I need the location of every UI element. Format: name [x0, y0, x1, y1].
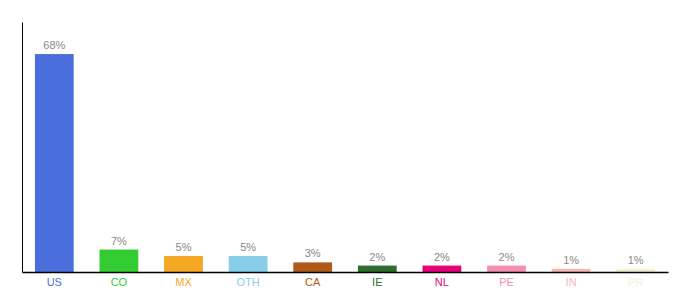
data-label: 2%	[369, 251, 385, 263]
chart-container: US CO MX OTH CA IE NL PE IN PR 68% 7% 5% 5% 3% 2% 2% 2% 1%…	[0, 0, 680, 300]
x-tick-label: CO	[111, 276, 128, 288]
bar	[358, 266, 397, 272]
data-label: 3%	[305, 247, 321, 259]
x-axis-line	[23, 272, 669, 274]
data-label: 1%	[563, 254, 579, 266]
bars	[35, 54, 655, 272]
x-tick-label: PE	[499, 276, 514, 288]
bar	[293, 262, 332, 272]
x-axis: US CO MX OTH CA IE NL PE IN PR	[23, 273, 669, 288]
x-tick: PR	[628, 276, 643, 288]
x-tick-label: US	[47, 276, 62, 288]
y-axis-line	[22, 23, 23, 273]
bar	[552, 269, 591, 272]
data-labels: 68% 7% 5% 5% 3% 2% 2% 2% 1% 1%	[43, 39, 644, 266]
data-label: 2%	[499, 251, 515, 263]
bar	[423, 266, 462, 272]
bar	[229, 256, 268, 272]
x-tick: CA	[305, 276, 321, 288]
x-tick: OTH	[236, 276, 259, 288]
bar	[100, 250, 139, 272]
data-label: 1%	[628, 254, 644, 266]
x-tick-label: NL	[435, 276, 449, 288]
x-tick-label: OTH	[236, 276, 259, 288]
x-tick-label: PR	[628, 276, 643, 288]
x-tick: US	[47, 276, 62, 288]
bar	[164, 256, 203, 272]
bar	[616, 269, 655, 272]
x-tick: IN	[566, 276, 577, 288]
x-tick: CO	[111, 276, 128, 288]
plot-area: US CO MX OTH CA IE NL PE IN PR 68% 7% 5% 5% 3% 2% 2% 2% 1%…	[23, 23, 669, 288]
x-tick: IE	[372, 276, 382, 288]
data-label: 2%	[434, 251, 450, 263]
x-tick-label: IE	[372, 276, 382, 288]
bar	[487, 266, 526, 272]
y-axis	[22, 23, 23, 273]
x-tick-label: IN	[566, 276, 577, 288]
data-label: 7%	[111, 235, 127, 247]
x-tick: PE	[499, 276, 514, 288]
data-label: 5%	[240, 241, 256, 253]
chart-svg: US CO MX OTH CA IE NL PE IN PR 68% 7% 5% 5% 3% 2% 2% 2% 1%…	[0, 0, 680, 300]
x-tick: NL	[435, 276, 449, 288]
bar	[35, 54, 74, 272]
x-tick-label: CA	[305, 276, 321, 288]
x-tick: MX	[175, 276, 192, 288]
x-tick-label: MX	[175, 276, 192, 288]
data-label: 68%	[43, 39, 65, 51]
data-label: 5%	[176, 241, 192, 253]
